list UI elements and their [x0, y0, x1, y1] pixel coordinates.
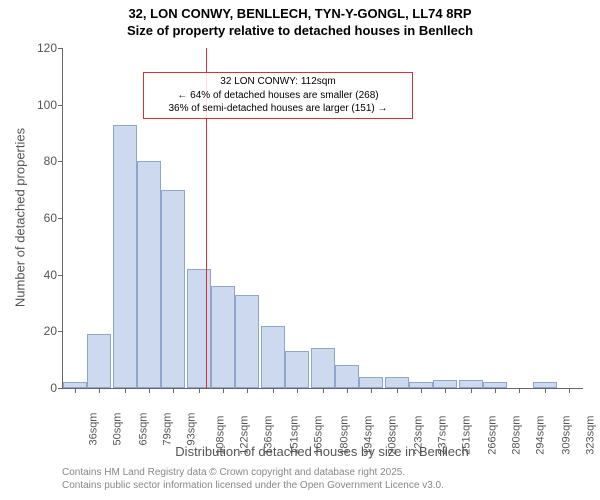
- x-tick-mark: [247, 388, 248, 393]
- chart-title: 32, LON CONWY, BENLLECH, TYN-Y-GONGL, LL…: [0, 0, 600, 40]
- histogram-bar: [137, 161, 161, 388]
- x-tick-label: 79sqm: [158, 413, 174, 446]
- histogram-bar: [385, 377, 409, 388]
- y-tick-mark: [58, 275, 63, 276]
- footer-line-2: Contains public sector information licen…: [62, 479, 444, 492]
- x-tick-label: 36sqm: [84, 413, 100, 446]
- x-tick-mark: [397, 388, 398, 393]
- y-tick-mark: [58, 331, 63, 332]
- histogram-bar: [187, 269, 211, 388]
- x-tick-mark: [495, 388, 496, 393]
- histogram-bar: [359, 377, 383, 388]
- histogram-bar: [161, 190, 185, 388]
- x-tick-label: 65sqm: [134, 413, 150, 446]
- x-tick-mark: [273, 388, 274, 393]
- x-tick-mark: [297, 388, 298, 393]
- histogram-bar: [459, 380, 483, 389]
- histogram-bar: [285, 351, 309, 388]
- x-tick-mark: [199, 388, 200, 393]
- chart-footer: Contains HM Land Registry data © Crown c…: [62, 466, 444, 492]
- histogram-bar: [335, 365, 359, 388]
- y-tick-mark: [58, 105, 63, 106]
- histogram-bar: [87, 334, 111, 388]
- x-tick-mark: [347, 388, 348, 393]
- histogram-bar: [211, 286, 235, 388]
- annotation-box: 32 LON CONWY: 112sqm← 64% of detached ho…: [143, 72, 413, 119]
- annotation-line: 32 LON CONWY: 112sqm: [148, 75, 408, 89]
- histogram-bar: [235, 295, 259, 389]
- y-tick-mark: [58, 48, 63, 49]
- plot-area: 02040608010012036sqm50sqm65sqm79sqm93sqm…: [62, 48, 583, 389]
- x-tick-mark: [75, 388, 76, 393]
- y-axis-label: Number of detached properties: [13, 118, 28, 318]
- x-tick-mark: [545, 388, 546, 393]
- histogram-chart: 32, LON CONWY, BENLLECH, TYN-Y-GONGL, LL…: [0, 0, 600, 500]
- y-tick-mark: [58, 388, 63, 389]
- histogram-bar: [261, 326, 285, 388]
- x-tick-mark: [323, 388, 324, 393]
- annotation-line: 36% of semi-detached houses are larger (…: [148, 102, 408, 116]
- x-tick-mark: [519, 388, 520, 393]
- x-tick-mark: [421, 388, 422, 393]
- x-tick-mark: [125, 388, 126, 393]
- footer-line-1: Contains HM Land Registry data © Crown c…: [62, 466, 444, 479]
- y-tick-mark: [58, 218, 63, 219]
- x-tick-mark: [173, 388, 174, 393]
- x-tick-label: 50sqm: [108, 413, 124, 446]
- x-tick-mark: [371, 388, 372, 393]
- x-axis-label: Distribution of detached houses by size …: [62, 444, 582, 459]
- y-tick-mark: [58, 161, 63, 162]
- title-line-2: Size of property relative to detached ho…: [0, 23, 600, 40]
- x-tick-mark: [445, 388, 446, 393]
- histogram-bar: [113, 125, 137, 389]
- histogram-bar: [311, 348, 335, 388]
- title-line-1: 32, LON CONWY, BENLLECH, TYN-Y-GONGL, LL…: [0, 6, 600, 23]
- x-tick-mark: [149, 388, 150, 393]
- x-tick-mark: [99, 388, 100, 393]
- histogram-bar: [433, 380, 457, 389]
- annotation-line: ← 64% of detached houses are smaller (26…: [148, 89, 408, 103]
- x-tick-label: 323sqm: [581, 416, 597, 455]
- x-tick-label: 93sqm: [182, 413, 198, 446]
- x-tick-mark: [569, 388, 570, 393]
- x-tick-mark: [471, 388, 472, 393]
- x-tick-mark: [223, 388, 224, 393]
